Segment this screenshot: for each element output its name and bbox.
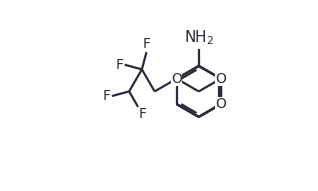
Text: O: O bbox=[215, 72, 226, 86]
Text: O: O bbox=[215, 97, 226, 111]
Text: F: F bbox=[103, 89, 111, 103]
Text: NH$_2$: NH$_2$ bbox=[184, 29, 214, 47]
Text: O: O bbox=[171, 72, 182, 86]
Text: F: F bbox=[142, 37, 150, 51]
Text: F: F bbox=[139, 108, 147, 121]
Text: F: F bbox=[115, 58, 123, 72]
